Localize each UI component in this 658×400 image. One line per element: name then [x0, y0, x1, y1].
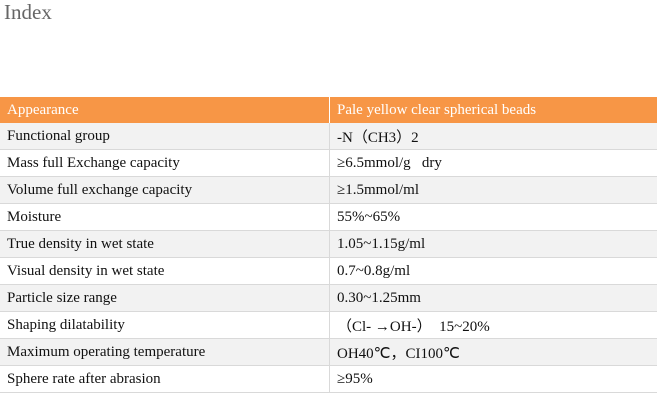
table-row: Particle size range 0.30~1.25mm [0, 284, 657, 312]
property-cell: Particle size range [0, 284, 330, 312]
property-cell: Volume full exchange capacity [0, 176, 330, 204]
header-row: Appearance Pale yellow clear spherical be… [0, 97, 657, 123]
table-row: Visual density in wet state 0.7~0.8g/ml [0, 257, 657, 285]
property-cell: Mass full Exchange capacity [0, 149, 330, 177]
table-row: Moisture 55%~65% [0, 203, 657, 231]
value-cell: ≥1.5mmol/ml [329, 176, 657, 204]
header-cell: Appearance [0, 97, 330, 123]
property-cell: Sphere rate after abrasion [0, 365, 330, 393]
table-row: Maximum operating temperature OH40℃，CI100… [0, 338, 657, 366]
property-cell: Maximum operating temperature [0, 338, 330, 366]
table-body: Appearance Pale yellow clear spherical be… [0, 97, 657, 393]
value-cell: 0.30~1.25mm [329, 284, 657, 312]
property-cell: Functional group [0, 123, 330, 150]
value-cell: （Cl- →OH-） 15~20% [329, 311, 657, 339]
property-cell: Shaping dilatability [0, 311, 330, 339]
value-cell: ≥95% [329, 365, 657, 393]
index-table: Appearance Pale yellow clear spherical be… [0, 97, 657, 393]
table-row: Sphere rate after abrasion ≥95% [0, 365, 657, 393]
table-row: Shaping dilatability （Cl- →OH-） 15~20% [0, 311, 657, 339]
value-cell: -N（CH3）2 [329, 123, 657, 150]
page-title: Index [4, 0, 52, 24]
table-row: Mass full Exchange capacity ≥6.5mmol/g dr… [0, 149, 657, 177]
value-cell: 55%~65% [329, 203, 657, 231]
value-cell: ≥6.5mmol/g dry [329, 149, 657, 177]
property-cell: Visual density in wet state [0, 257, 330, 285]
table-row: Functional group -N（CH3）2 [0, 123, 657, 150]
header-cell: Pale yellow clear spherical beads [329, 97, 657, 123]
table-row: True density in wet state 1.05~1.15g/ml [0, 230, 657, 258]
table-row: Volume full exchange capacity ≥1.5mmol/ml [0, 176, 657, 204]
property-cell: Moisture [0, 203, 330, 231]
property-cell: True density in wet state [0, 230, 330, 258]
value-cell: 0.7~0.8g/ml [329, 257, 657, 285]
value-cell: OH40℃，CI100℃ [329, 338, 657, 366]
value-cell: 1.05~1.15g/ml [329, 230, 657, 258]
